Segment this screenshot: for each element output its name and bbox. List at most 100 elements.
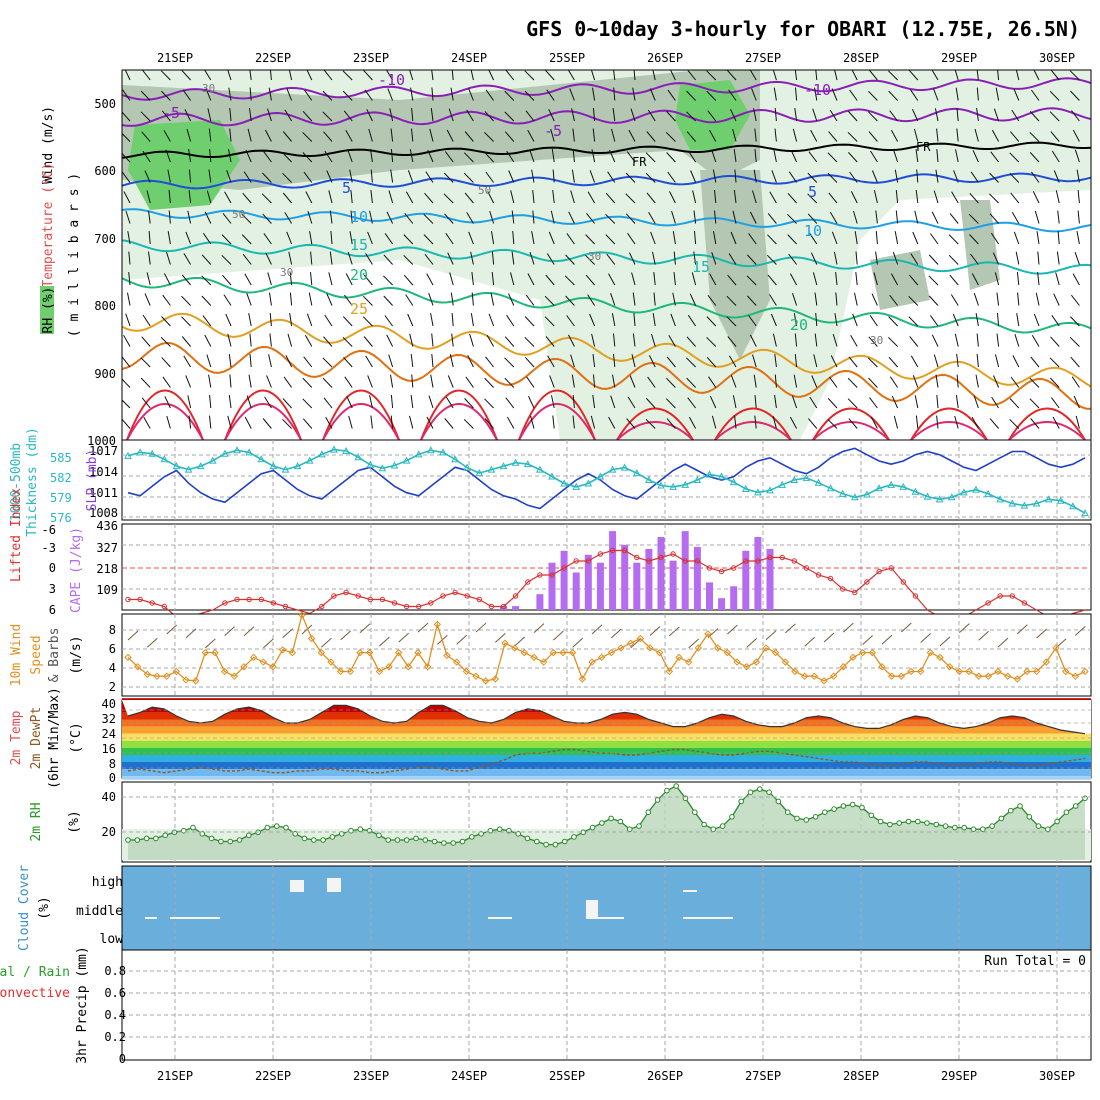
axis-label-millibars: ( m i l l i b a r s ) xyxy=(67,173,82,337)
wind-barb xyxy=(832,333,838,347)
lifted-index-point xyxy=(234,596,240,603)
wind-speed-point xyxy=(849,653,857,662)
rh-point xyxy=(1072,803,1079,809)
wind-barb xyxy=(1073,395,1080,409)
axis-label-rh-units: (%) xyxy=(67,810,82,833)
wind-barb xyxy=(632,87,636,101)
wind-barb xyxy=(808,151,818,163)
thickness-point xyxy=(705,470,714,478)
wind-barb xyxy=(673,251,676,265)
axis-label-10m-wind: 10m Wind xyxy=(9,624,24,687)
rh-point xyxy=(822,809,828,816)
wind-barb xyxy=(787,213,797,224)
thickness-tick: 576 xyxy=(50,511,72,525)
rh-point xyxy=(849,801,856,808)
wind-barb xyxy=(829,212,838,224)
wind-barb xyxy=(593,374,596,388)
thickness-point xyxy=(330,445,338,453)
wind-speed-point xyxy=(307,634,316,643)
wind-barb xyxy=(445,396,454,409)
lifted-index-point xyxy=(573,558,579,564)
lifted-index-point xyxy=(743,558,749,564)
wind-barb xyxy=(572,395,575,409)
wind-barb xyxy=(916,169,919,183)
wind-barb xyxy=(652,251,656,265)
wind-barb xyxy=(910,355,919,368)
surface-wind-barb xyxy=(282,628,294,639)
wind-speed-point xyxy=(481,677,490,685)
wind-barb xyxy=(789,416,798,429)
wind-barb xyxy=(911,108,919,122)
wind-barb xyxy=(125,210,131,224)
surface-wind-barb xyxy=(243,626,255,637)
wind-barb xyxy=(266,375,272,388)
wind-barb xyxy=(383,254,393,265)
contour-label: -5 xyxy=(162,104,180,122)
wind-barb xyxy=(734,169,737,183)
wind-barb xyxy=(182,89,192,101)
wind-barb xyxy=(889,110,898,122)
wind-speed-point xyxy=(858,648,867,657)
slp-line xyxy=(127,447,1086,510)
wind-barb xyxy=(430,313,434,327)
wind-barb xyxy=(625,213,636,224)
wind-barb xyxy=(587,294,596,306)
wind-barb xyxy=(227,333,232,347)
thickness-point xyxy=(778,480,786,488)
date-label: 28SEP xyxy=(843,1069,879,1083)
wind-barb xyxy=(423,213,434,224)
thickness-point xyxy=(257,455,266,463)
upper-air-yticks: 500 600 700 800 900 1000 xyxy=(87,97,116,448)
rh-high-cell-2 xyxy=(675,80,750,150)
wind-barb xyxy=(161,316,171,327)
rh-point xyxy=(840,803,847,809)
wind-barb xyxy=(470,313,474,327)
wind-barb xyxy=(269,292,272,306)
rh-point xyxy=(320,837,326,843)
cape-tick: 109 xyxy=(96,583,118,597)
wind-barb xyxy=(630,108,636,122)
wind-barb xyxy=(766,254,777,265)
rh-point xyxy=(385,837,392,843)
wind-speed-point xyxy=(588,658,596,666)
wind-speed-point xyxy=(462,667,471,676)
wind-barb xyxy=(753,108,757,122)
wind-speed-point xyxy=(791,667,799,676)
surface-contour xyxy=(420,389,498,440)
wind-barb xyxy=(505,397,515,409)
wind-tick: 6 xyxy=(109,642,116,656)
thickness-point xyxy=(741,484,750,492)
rh-point xyxy=(701,821,707,828)
wind-speed-point xyxy=(269,663,277,671)
wind-barb xyxy=(386,334,394,347)
wind-barb xyxy=(592,128,596,142)
temp-band xyxy=(122,747,1091,755)
wind-barb xyxy=(748,233,757,245)
wind-barb xyxy=(868,336,878,347)
wind-barb xyxy=(282,192,292,204)
wind-barb xyxy=(1074,252,1080,265)
thickness-point xyxy=(221,449,229,457)
wind-barb xyxy=(708,376,717,388)
wind-barb xyxy=(345,273,353,286)
thickness-point xyxy=(729,478,738,486)
lifted-index-point xyxy=(767,554,773,561)
rh-point xyxy=(552,841,559,848)
wind-barb xyxy=(688,416,697,429)
wind-barb xyxy=(686,357,696,368)
lifted-index-point xyxy=(634,554,640,561)
wind-barb xyxy=(867,357,878,368)
lifted-index-point xyxy=(985,600,991,606)
wind-barb xyxy=(613,333,616,347)
wind-barb xyxy=(875,210,878,224)
thickness-point xyxy=(899,482,908,490)
rh-point xyxy=(469,834,475,840)
wind-barb xyxy=(204,70,212,81)
cape-bar xyxy=(730,586,738,610)
lifted-index-point xyxy=(149,600,155,606)
thickness-point xyxy=(354,453,363,461)
axis-label-temp-units: (°C) xyxy=(69,722,84,753)
wind-barb xyxy=(952,313,959,327)
wind-barb xyxy=(224,191,232,204)
wind-barb xyxy=(529,251,535,265)
